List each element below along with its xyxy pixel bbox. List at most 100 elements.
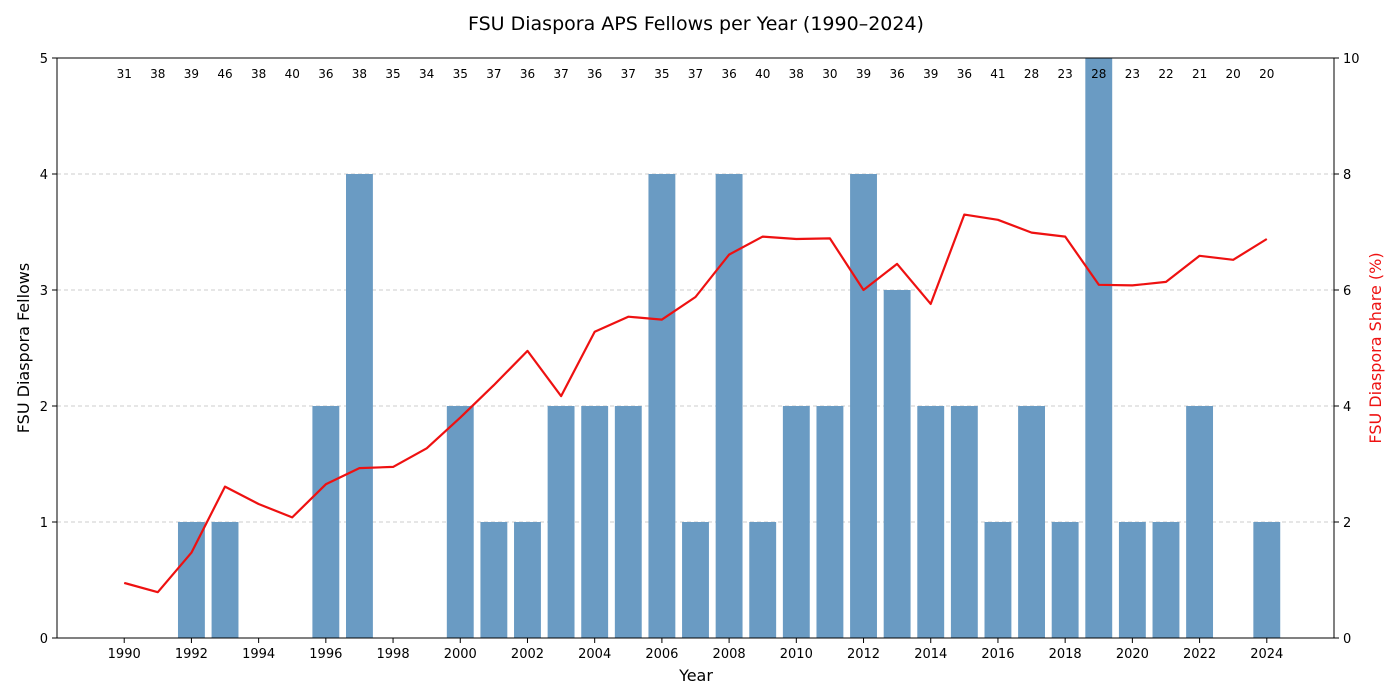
x-tick-label: 2022 [1183, 647, 1216, 662]
count-label: 40 [285, 67, 300, 81]
plot-frame [56, 57, 1335, 639]
count-label: 37 [486, 67, 501, 81]
x-tick-label: 1992 [175, 647, 208, 662]
bar [682, 522, 709, 638]
y2-tick-label: 0 [1343, 632, 1351, 647]
count-label: 38 [789, 67, 804, 81]
y-axis-left: 0 1 2 3 4 5 [40, 52, 57, 647]
x-tick-label: 1990 [108, 647, 141, 662]
count-label: 38 [251, 67, 266, 81]
bar [1186, 406, 1214, 638]
y-tick-label: 1 [40, 516, 48, 531]
count-label: 46 [217, 67, 232, 81]
y-tick-label: 3 [40, 284, 48, 299]
count-label: 36 [318, 67, 333, 81]
y-tick-label: 5 [40, 52, 48, 67]
y2-axis-title: FSU Diaspora Share (%) [1366, 252, 1385, 443]
gridlines [57, 173, 1334, 523]
bar [782, 406, 810, 638]
count-label: 30 [822, 67, 837, 81]
bar [715, 174, 743, 638]
x-tick-label: 2008 [713, 647, 746, 662]
count-annotations: 31 38 39 46 38 40 36 38 35 34 35 37 36 37 36 37 35 37 36 40… [117, 67, 1275, 81]
bar [1118, 522, 1146, 638]
bar [1085, 58, 1113, 638]
x-tick-label: 2002 [511, 647, 544, 662]
bar [614, 406, 642, 638]
bar [917, 406, 945, 638]
x-tick-label: 2024 [1250, 647, 1283, 662]
bar [883, 290, 911, 638]
count-label: 36 [889, 67, 904, 81]
count-label: 28 [1091, 67, 1106, 81]
x-tick-label: 2000 [444, 647, 477, 662]
bar [1253, 522, 1281, 638]
count-label: 38 [150, 67, 165, 81]
x-tick-label: 2006 [645, 647, 678, 662]
bar [950, 406, 978, 638]
bar [514, 522, 541, 638]
bar [177, 522, 205, 638]
x-axis-title: Year [678, 666, 713, 685]
count-label: 35 [654, 67, 669, 81]
y-tick-label: 2 [40, 400, 48, 415]
y2-tick-label: 10 [1343, 52, 1360, 67]
x-tick-label: 2010 [780, 647, 813, 662]
count-label: 41 [990, 67, 1005, 81]
x-tick-label: 2014 [914, 647, 947, 662]
x-tick-label: 2016 [981, 647, 1014, 662]
count-label: 31 [117, 67, 132, 81]
share-line-series [123, 213, 1268, 594]
count-label: 36 [957, 67, 972, 81]
bar [446, 406, 474, 638]
x-tick-label: 2012 [847, 647, 880, 662]
count-label: 36 [721, 67, 736, 81]
bar [648, 174, 676, 638]
x-tick-label: 2020 [1116, 647, 1149, 662]
count-label: 37 [553, 67, 568, 81]
y-axis-title: FSU Diaspora Fellows [14, 263, 33, 433]
count-label: 39 [923, 67, 938, 81]
count-label: 40 [755, 67, 770, 81]
x-tick-label: 1998 [377, 647, 410, 662]
y2-tick-label: 4 [1343, 400, 1351, 415]
count-label: 35 [385, 67, 400, 81]
y-axis-right: 0 2 4 6 8 10 [1334, 52, 1360, 647]
x-tick-label: 1994 [242, 647, 275, 662]
y2-tick-label: 6 [1343, 284, 1351, 299]
x-tick-label: 2018 [1049, 647, 1082, 662]
count-label: 37 [688, 67, 703, 81]
share-line [123, 213, 1268, 594]
bar [850, 174, 877, 638]
count-label: 36 [587, 67, 602, 81]
bar [346, 174, 373, 638]
bar [984, 522, 1012, 638]
bar [749, 522, 777, 638]
bar [1018, 406, 1045, 638]
count-label: 38 [352, 67, 367, 81]
count-label: 22 [1158, 67, 1173, 81]
bar [1152, 522, 1180, 638]
y2-tick-label: 8 [1343, 168, 1351, 183]
bar-series [177, 58, 1281, 638]
count-label: 23 [1125, 67, 1140, 81]
bar [547, 406, 575, 638]
count-label: 39 [184, 67, 199, 81]
count-label: 20 [1259, 67, 1274, 81]
chart-title: FSU Diaspora APS Fellows per Year (1990–… [468, 13, 924, 35]
count-label: 36 [520, 67, 535, 81]
count-label: 35 [453, 67, 468, 81]
bar [581, 406, 609, 638]
bar [816, 406, 844, 638]
x-axis: 1990 1992 1994 1996 1998 2000 2002 2004 2006 2008… [108, 638, 1283, 662]
count-label: 37 [621, 67, 636, 81]
bar [312, 406, 340, 638]
y2-tick-label: 2 [1343, 516, 1351, 531]
count-label: 39 [856, 67, 871, 81]
x-tick-label: 1996 [309, 647, 342, 662]
count-label: 23 [1058, 67, 1073, 81]
count-label: 34 [419, 67, 434, 81]
count-label: 20 [1226, 67, 1241, 81]
y-tick-label: 4 [40, 168, 48, 183]
